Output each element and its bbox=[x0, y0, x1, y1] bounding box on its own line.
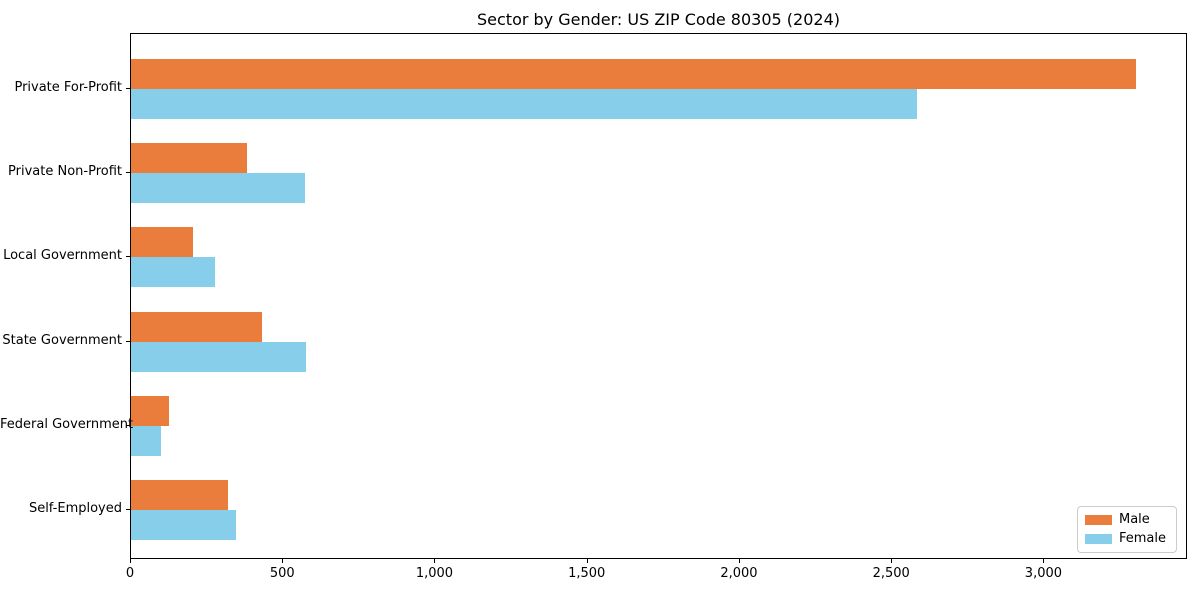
chart-title: Sector by Gender: US ZIP Code 80305 (202… bbox=[477, 10, 840, 29]
bar-female bbox=[131, 341, 306, 372]
ytick-mark bbox=[126, 340, 130, 342]
bar-female bbox=[131, 89, 917, 119]
bar-male bbox=[131, 227, 193, 258]
male-series-swatch bbox=[1084, 515, 1112, 525]
bar-female bbox=[131, 173, 305, 204]
ytick-label: Local Government bbox=[3, 248, 122, 264]
bar-male bbox=[131, 480, 228, 510]
ytick-label: Federal Government bbox=[0, 416, 134, 432]
xtick-mark bbox=[891, 559, 893, 563]
xtick-mark bbox=[282, 559, 284, 563]
ytick-mark bbox=[126, 424, 130, 426]
bar-male bbox=[131, 143, 247, 174]
xtick-label: 2,000 bbox=[720, 566, 758, 581]
ytick-mark bbox=[126, 172, 130, 174]
bar-male bbox=[131, 311, 262, 342]
xtick-label: 500 bbox=[269, 566, 295, 581]
bar-female bbox=[131, 257, 215, 288]
female-series-swatch bbox=[1084, 534, 1112, 544]
xtick-mark bbox=[434, 559, 436, 563]
xtick-mark bbox=[586, 559, 588, 563]
legend-label-male: Male bbox=[1118, 512, 1150, 527]
legend: Male Female bbox=[1076, 506, 1177, 553]
xtick-label: 2,500 bbox=[872, 566, 910, 581]
ytick-mark bbox=[126, 256, 130, 258]
ytick-mark bbox=[126, 509, 130, 510]
xtick-mark bbox=[130, 559, 131, 563]
ytick-label: Private Non-Profit bbox=[8, 164, 122, 180]
xtick-mark bbox=[1043, 559, 1045, 563]
xtick-label: 1,500 bbox=[568, 566, 606, 581]
xtick-label: 3,000 bbox=[1024, 566, 1063, 581]
ytick-mark bbox=[126, 88, 130, 89]
ytick-label: Self-Employed bbox=[28, 501, 122, 516]
legend-item-male: Male bbox=[1084, 512, 1166, 527]
ytick-label: State Government bbox=[2, 332, 122, 348]
legend-label-female: Female bbox=[1118, 531, 1166, 546]
ytick-label: Private For-Profit bbox=[14, 80, 122, 95]
xtick-mark bbox=[738, 559, 740, 563]
bar-male bbox=[131, 395, 169, 426]
xtick-label: 1,000 bbox=[415, 566, 454, 581]
bar-female bbox=[131, 510, 236, 540]
xtick-label: 0 bbox=[125, 566, 135, 581]
plot-area: Male Female bbox=[130, 33, 1187, 559]
bar-female bbox=[131, 425, 161, 456]
bar-male bbox=[131, 59, 1136, 89]
legend-item-female: Female bbox=[1084, 531, 1166, 546]
